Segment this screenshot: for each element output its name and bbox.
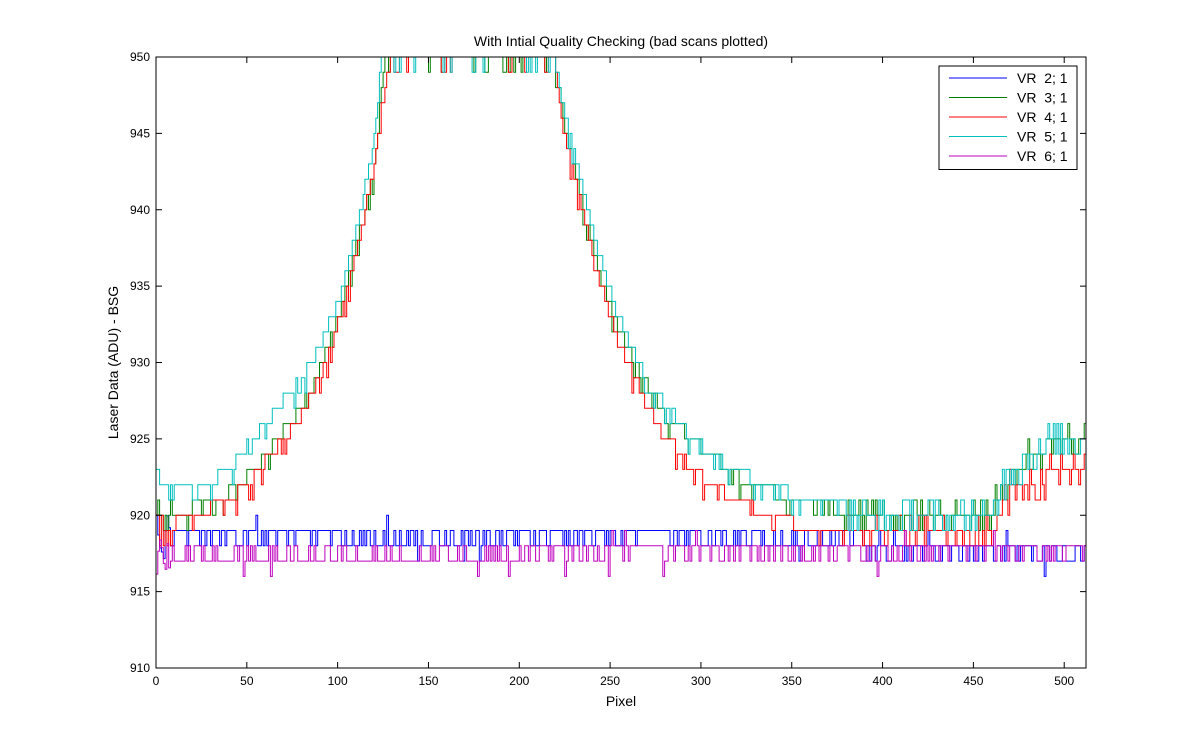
x-tick-label: 150 [418, 674, 438, 688]
y-tick-label: 940 [130, 203, 150, 217]
legend-label: VR 3; 1 [1017, 90, 1068, 106]
y-tick-label: 945 [130, 126, 150, 140]
plot-layer [156, 57, 1086, 577]
legend-label: VR 4; 1 [1017, 109, 1068, 125]
x-tick-label: 500 [1054, 674, 1074, 688]
x-tick-label: 450 [963, 674, 983, 688]
x-tick-label: 100 [328, 674, 348, 688]
y-tick-label: 920 [130, 508, 150, 522]
x-tick-label: 300 [691, 674, 711, 688]
x-tick-label: 400 [873, 674, 893, 688]
x-tick-label: 350 [782, 674, 802, 688]
x-tick-label: 200 [509, 674, 529, 688]
x-tick-label: 50 [240, 674, 254, 688]
x-tick-label: 0 [153, 674, 160, 688]
y-tick-label: 925 [130, 432, 150, 446]
legend-label: VR 2; 1 [1017, 70, 1068, 86]
chart-title: With Intial Quality Checking (bad scans … [474, 33, 768, 49]
y-tick-label: 915 [130, 585, 150, 599]
y-tick-label: 950 [130, 50, 150, 64]
legend-box [938, 65, 1078, 170]
legend-label: VR 5; 1 [1017, 129, 1068, 145]
x-tick-label: 250 [600, 674, 620, 688]
series-line-1 [156, 514, 1086, 577]
axis-ticks: 0 50 100 150 200 250 300 350 400 450 500 910 915 920 9… [130, 50, 1086, 688]
y-tick-label: 935 [130, 279, 150, 293]
series-line-5 [156, 530, 1086, 577]
y-axis-title: Laser Data (ADU) - BSG [105, 286, 121, 439]
y-tick-label: 910 [130, 661, 150, 675]
legend-label: VR 6; 1 [1017, 148, 1068, 164]
series-line-4 [156, 57, 1086, 531]
x-axis-title: Pixel [606, 693, 636, 709]
legend: VR 2; 1 VR 3; 1 VR 4; 1 VR 5; 1 VR 6; 1 [938, 65, 1078, 170]
y-tick-label: 930 [130, 356, 150, 370]
